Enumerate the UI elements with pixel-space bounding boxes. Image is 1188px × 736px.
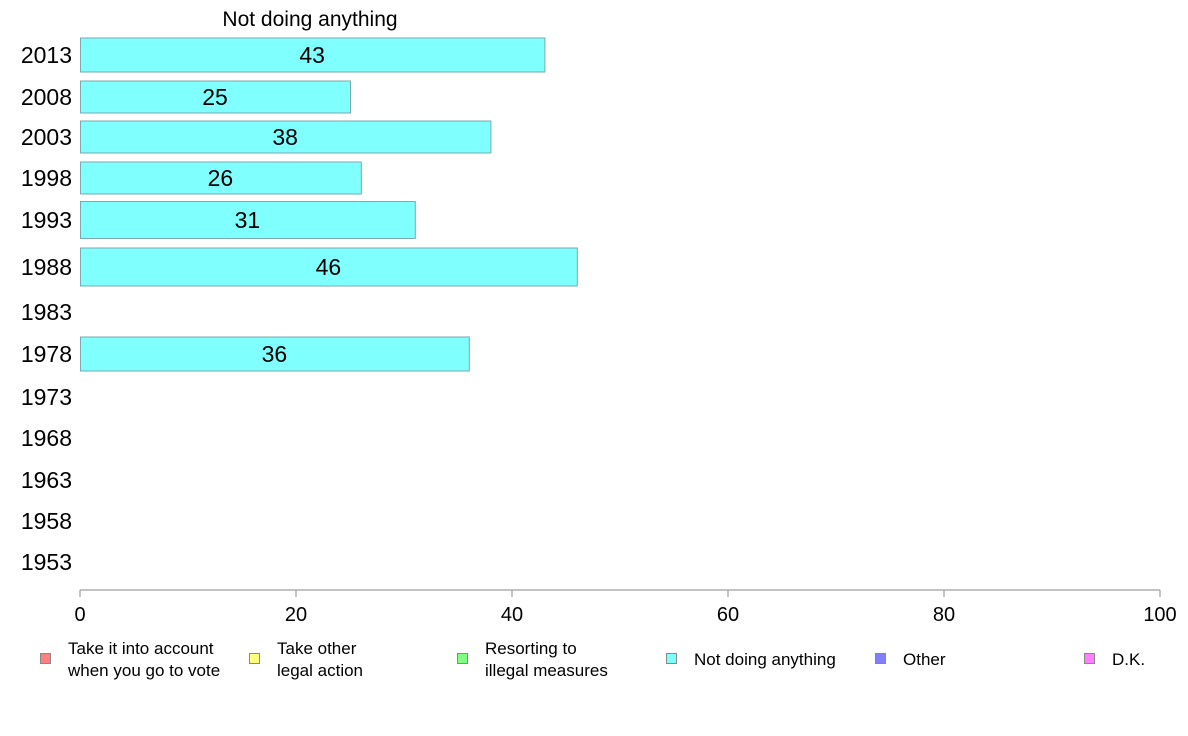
x-tick-label: 20 <box>285 604 307 626</box>
bar <box>80 120 492 154</box>
bar <box>80 80 351 114</box>
legend-swatch <box>457 653 468 664</box>
bar <box>80 161 362 195</box>
legend-item: Take it into account when you go to vote <box>40 638 220 682</box>
y-tick-label: 1993 <box>21 207 72 233</box>
legend: Take it into account when you go to vote… <box>0 638 1188 698</box>
legend-item: Resorting to illegal measures <box>457 638 608 682</box>
legend-label: Take it into account when you go to vote <box>68 639 221 680</box>
legend-item: Other <box>875 638 946 671</box>
legend-label: Resorting to illegal measures <box>485 639 608 680</box>
y-tick-label: 1953 <box>21 549 72 575</box>
y-tick-label: 2013 <box>21 42 72 68</box>
bar-data-label: 36 <box>262 341 288 367</box>
legend-label: D.K. <box>1112 650 1146 669</box>
y-tick-label: 1988 <box>21 254 72 280</box>
bar <box>80 336 470 372</box>
legend-swatch <box>666 653 677 664</box>
bar-data-label: 46 <box>316 254 342 280</box>
x-axis-ticks: 0 20 40 60 80 100 <box>74 590 1177 626</box>
bar-data-label: 38 <box>272 124 298 150</box>
y-axis-labels: 2013 2008 2003 1998 1993 1988 1983 1978 1973 1968… <box>21 42 72 575</box>
y-tick-label: 1983 <box>21 299 72 325</box>
y-tick-label: 1963 <box>21 467 72 493</box>
y-tick-label: 1958 <box>21 508 72 534</box>
legend-swatch <box>40 653 51 664</box>
legend-item: D.K. <box>1084 638 1145 671</box>
x-tick-label: 0 <box>74 604 85 626</box>
bar-data-label: 26 <box>208 165 234 191</box>
x-tick-label: 80 <box>933 604 955 626</box>
x-tick-label: 40 <box>501 604 523 626</box>
y-tick-label: 1998 <box>21 165 72 191</box>
y-tick-label: 1968 <box>21 425 72 451</box>
y-tick-label: 2008 <box>21 84 72 110</box>
bar-data-label: 31 <box>235 207 261 233</box>
x-tick-label: 100 <box>1143 604 1176 626</box>
bar <box>80 37 546 73</box>
legend-swatch <box>249 653 260 664</box>
legend-label: Take other legal action <box>277 639 364 680</box>
y-tick-label: 1973 <box>21 384 72 410</box>
legend-swatch <box>875 653 886 664</box>
bar <box>80 201 416 239</box>
chart-title: Not doing anything <box>222 8 397 31</box>
legend-label: Other <box>903 650 946 669</box>
legend-item: Not doing anything <box>666 638 836 671</box>
legend-swatch <box>1084 653 1095 664</box>
y-tick-label: 1978 <box>21 341 72 367</box>
legend-label: Not doing anything <box>694 650 836 669</box>
bar <box>80 247 578 287</box>
legend-item: Take other legal action <box>249 638 363 682</box>
x-tick-label: 60 <box>717 604 739 626</box>
bar-data-label: 25 <box>202 84 228 110</box>
y-tick-label: 2003 <box>21 124 72 150</box>
bar-data-label: 43 <box>299 42 325 68</box>
